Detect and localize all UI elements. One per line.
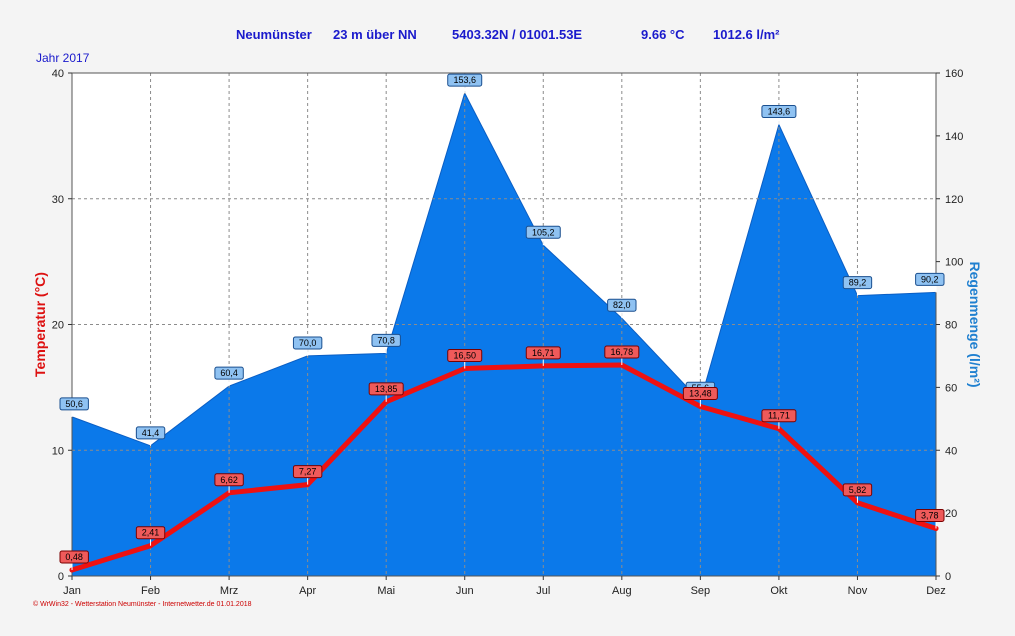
- temperature-value-label-box: [447, 349, 483, 363]
- x-tick-label: Sep: [691, 585, 711, 597]
- temperature-value-label-box: [761, 409, 797, 423]
- x-tick-label: Mrz: [220, 585, 238, 597]
- right-tick-label: 80: [945, 320, 957, 332]
- footer-credit: © WrWin32 - Wetterstation Neumünster - I…: [33, 601, 252, 608]
- station-altitude: 23 m über NN: [333, 27, 417, 42]
- temperature-value-label: 13,85: [375, 384, 398, 394]
- rain-value-label: 41,4: [142, 428, 160, 438]
- x-tick-label: Jul: [536, 585, 550, 597]
- temperature-value-label-box: [292, 465, 323, 479]
- temperature-value-label: 2,41: [142, 528, 160, 538]
- temperature-value-label-box: [604, 345, 640, 359]
- x-tick-label: Apr: [299, 585, 316, 597]
- rain-value-label-box: [842, 276, 873, 290]
- x-tick-label: Jun: [456, 585, 474, 597]
- left-tick-label: 30: [52, 194, 64, 206]
- rain-value-label-box: [371, 333, 401, 347]
- x-tick-label: Aug: [612, 585, 632, 597]
- temperature-value-label-box: [214, 473, 244, 487]
- right-tick-label: 40: [945, 445, 957, 457]
- rain-value-label: 143,6: [768, 107, 791, 117]
- axes-layer: 0 10 20 30 40 0 20 40 60 80 100 120 140 160 Jan Feb Mrz A…: [32, 68, 983, 597]
- rain-value-label-box: [59, 397, 89, 411]
- temperature-value-label: 6,62: [220, 475, 238, 485]
- data-labels-layer: 50,641,460,470,070,8153,6105,282,055,614…: [59, 73, 945, 570]
- rain-value-label-box: [525, 225, 561, 239]
- left-tick-label: 20: [52, 320, 64, 332]
- x-tick-label: Feb: [141, 585, 160, 597]
- rain-value-label: 105,2: [532, 227, 555, 237]
- station-coordinates: 5403.32N / 01001.53E: [452, 27, 583, 42]
- temperature-line-layer: [69, 362, 939, 573]
- temperature-value-label: 13,48: [689, 388, 712, 398]
- temperature-value-label-box: [59, 550, 89, 564]
- temperature-value-label: 0,48: [65, 552, 83, 562]
- temperature-value-label: 3,78: [921, 510, 939, 520]
- left-tick-label: 0: [58, 571, 64, 583]
- rain-value-label: 60,4: [220, 368, 238, 378]
- rain-value-label-box: [761, 105, 797, 119]
- temperature-value-label: 16,71: [532, 348, 555, 358]
- right-tick-label: 120: [945, 194, 963, 206]
- right-tick-label: 140: [945, 131, 963, 143]
- temperature-value-label: 16,78: [611, 347, 634, 357]
- right-tick-label: 20: [945, 508, 957, 520]
- right-tick-label: 60: [945, 382, 957, 394]
- temperature-value-label-box: [525, 346, 561, 360]
- temperature-value-label-box: [368, 382, 404, 396]
- x-tick-label: Mai: [377, 585, 395, 597]
- left-tick-label: 40: [52, 68, 64, 80]
- rain-value-label: 89,2: [849, 278, 867, 288]
- rain-value-label: 82,0: [613, 300, 631, 310]
- grid-layer: [72, 73, 936, 576]
- temperature-value-label: 5,82: [849, 485, 867, 495]
- rain-value-label-box: [915, 272, 945, 286]
- temperature-value-label: 16,50: [453, 351, 476, 361]
- rain-area: [71, 91, 937, 577]
- left-axis-title: Temperatur (°C): [32, 272, 48, 377]
- rain-value-label: 50,6: [65, 399, 83, 409]
- temperature-line: [69, 362, 939, 573]
- temperature-value-label: 11,71: [768, 411, 790, 421]
- x-tick-label: Jan: [63, 585, 81, 597]
- rain-value-label-box: [607, 298, 637, 312]
- right-tick-label: 160: [945, 68, 963, 80]
- left-tick-label: 10: [52, 445, 64, 457]
- year-label: Jahr 2017: [36, 51, 90, 65]
- rain-value-label: 70,8: [377, 335, 395, 345]
- rain-value-label-box: [292, 336, 323, 350]
- temperature-value-label-box: [915, 508, 945, 522]
- temperature-value-label: 7,27: [299, 467, 317, 477]
- rain-value-label: 153,6: [453, 75, 476, 85]
- rain-value-label: 90,2: [921, 274, 939, 284]
- x-tick-label: Dez: [926, 585, 946, 597]
- total-rainfall: 1012.6 l/m²: [713, 27, 780, 42]
- right-axis-title: Regenmenge (l/m²): [967, 261, 983, 387]
- right-tick-label: 100: [945, 257, 963, 269]
- rain-value-label-box: [135, 426, 166, 440]
- rain-value-label-box: [447, 73, 483, 87]
- rain-value-label-box: [214, 366, 244, 380]
- x-tick-label: Okt: [770, 585, 787, 597]
- right-tick-label: 0: [945, 571, 951, 583]
- temperature-value-label-box: [682, 386, 718, 400]
- temperature-value-label-box: [135, 526, 166, 540]
- average-temperature: 9.66 °C: [641, 27, 685, 42]
- temperature-value-label-box: [842, 483, 873, 497]
- x-tick-label: Nov: [848, 585, 868, 597]
- station-name: Neumünster: [236, 27, 312, 42]
- rain-value-label: 70,0: [299, 338, 317, 348]
